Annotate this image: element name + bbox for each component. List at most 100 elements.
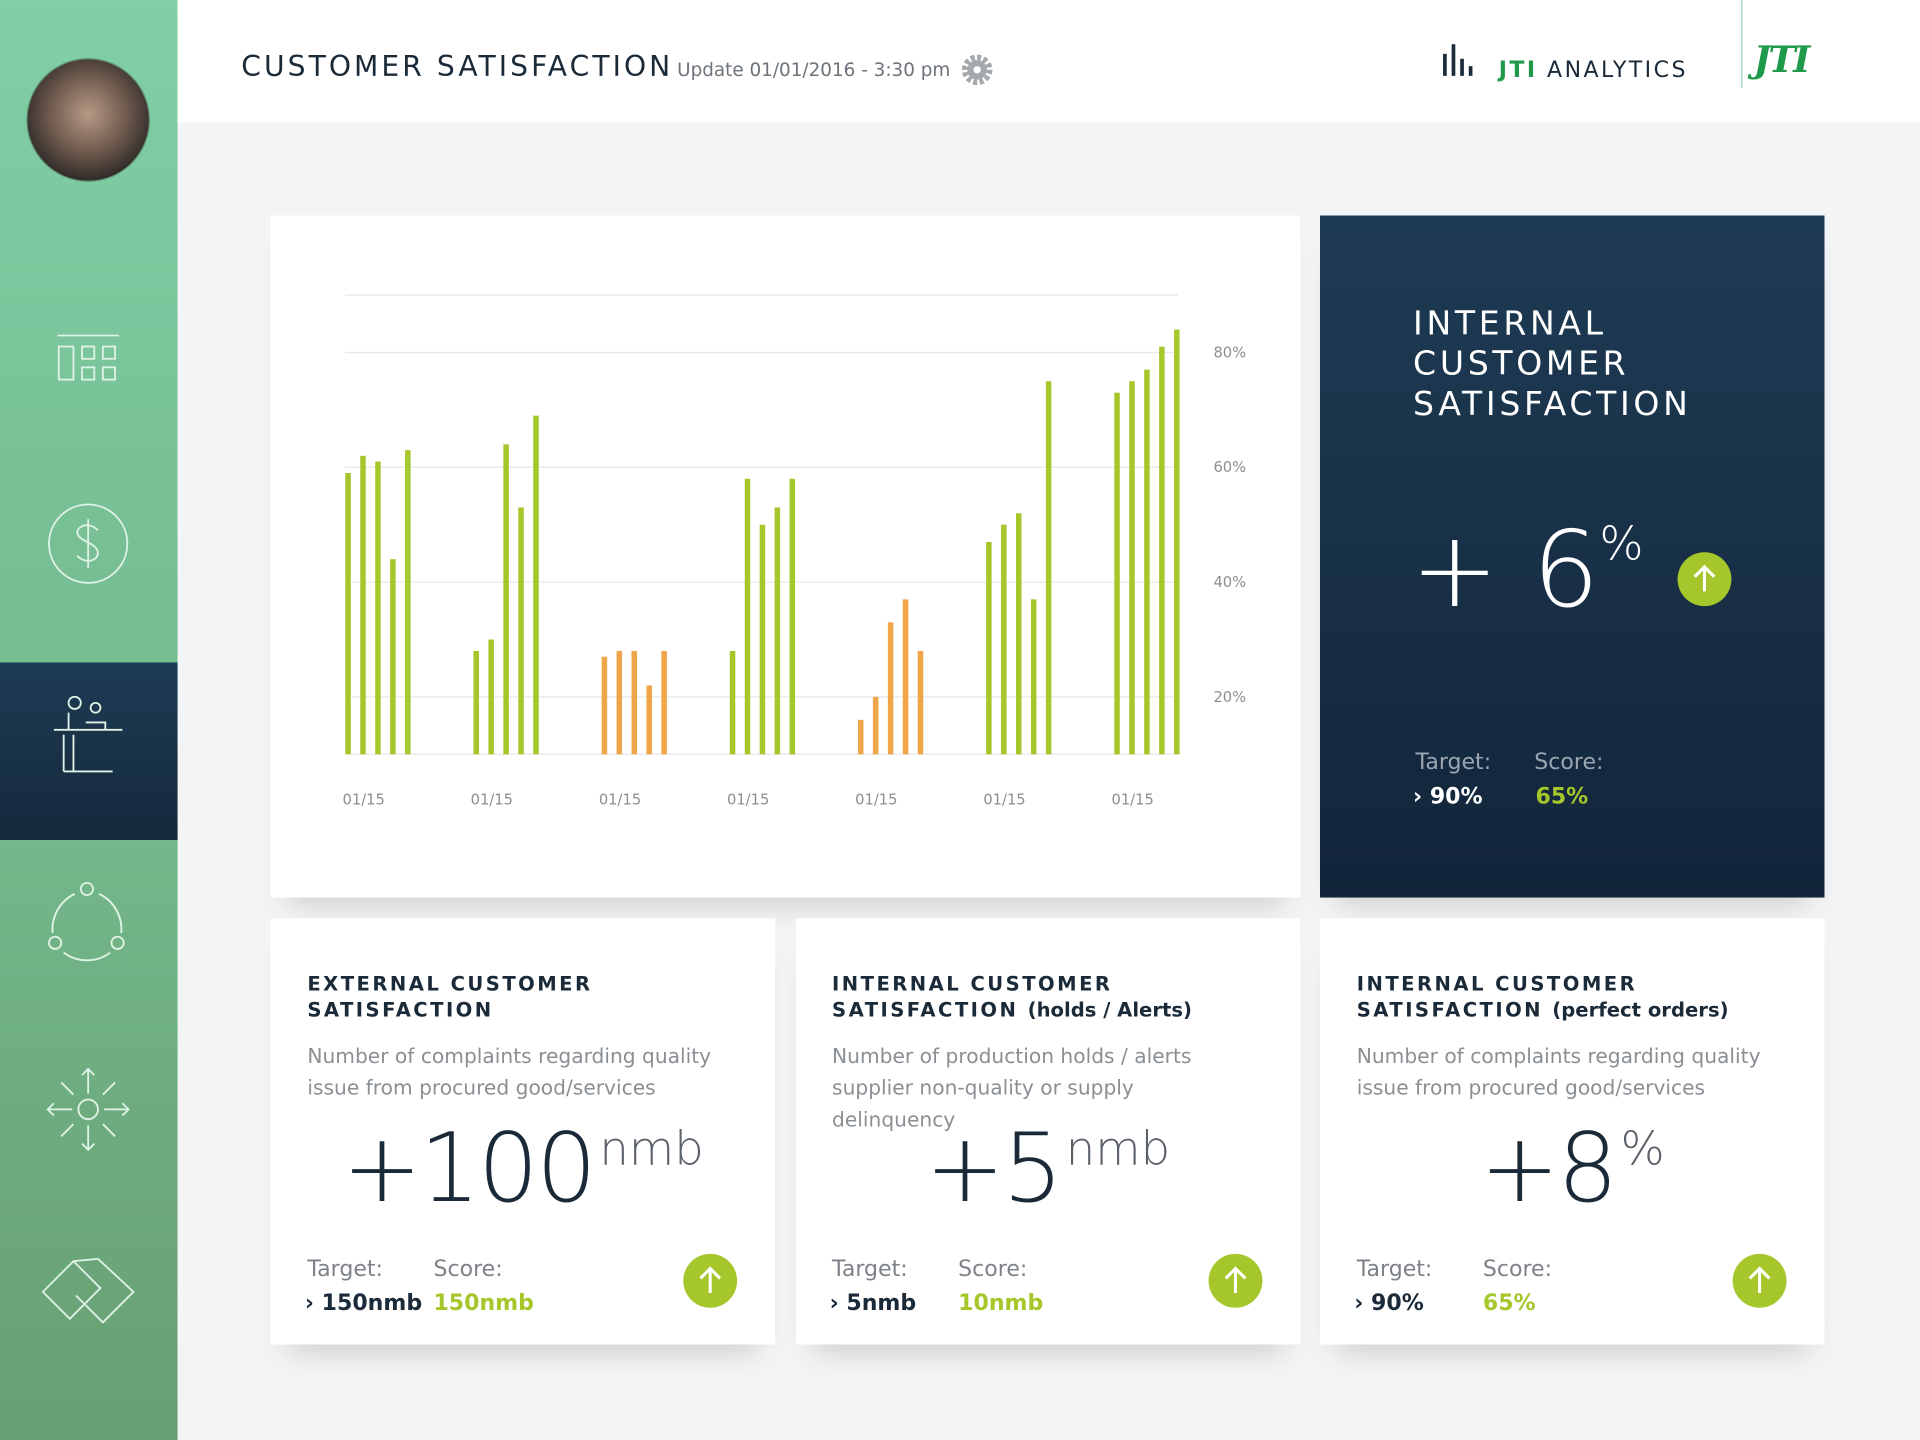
bar	[488, 639, 494, 755]
target-label: Target:	[832, 1256, 908, 1283]
nav-customer[interactable]	[53, 695, 123, 773]
highlight-unit: %	[1599, 516, 1644, 571]
nav-expand[interactable]	[46, 1067, 130, 1152]
card-title-text: INTERNAL CUSTOMER SATISFACTION	[1356, 972, 1638, 1022]
nav-cycle[interactable]	[48, 881, 125, 962]
target-label: Target:	[307, 1256, 383, 1283]
target: › 150nmb	[304, 1290, 423, 1317]
score-value: 65%	[1482, 1290, 1536, 1317]
bar	[857, 719, 864, 755]
bar	[533, 415, 539, 755]
bar	[503, 444, 509, 755]
bar	[872, 696, 879, 755]
bar	[887, 622, 894, 755]
card-title-text: INTERNAL CUSTOMER SATISFACTION	[832, 972, 1113, 1022]
y-tick-label: 60%	[1213, 459, 1246, 476]
logo: JTI	[1753, 39, 1810, 83]
bar	[744, 478, 751, 755]
card-number: +5	[924, 1114, 1063, 1225]
target-label: Target:	[1415, 749, 1492, 776]
card-value: +8%	[1320, 1114, 1824, 1224]
x-tick-label: 01/15	[727, 791, 769, 808]
card-description: Number of production holds / alerts supp…	[832, 1044, 1192, 1132]
card-number: +8	[1479, 1114, 1618, 1225]
bar	[473, 650, 479, 755]
score-value: 150nmb	[433, 1290, 534, 1317]
bar	[345, 473, 351, 755]
card-title-text: EXTERNAL CUSTOMER SATISFACTION	[307, 972, 593, 1022]
card-title: INTERNAL CUSTOMER SATISFACTION (holds / …	[832, 971, 1236, 1022]
kpi-card: INTERNAL CUSTOMER SATISFACTION (perfect …	[1320, 918, 1825, 1345]
target-value: 90%	[1429, 783, 1483, 810]
card-number: +100	[341, 1114, 597, 1225]
chart: 20% 40% 60% 80% 01/15 01/15 01/15 01/15 01/15 01/…	[343, 294, 1246, 808]
card-description: Number of complaints regarding quality i…	[307, 1044, 712, 1100]
avatar[interactable]	[26, 58, 151, 182]
sidebar-icons	[26, 58, 151, 1324]
bar	[405, 450, 411, 755]
bar	[646, 685, 652, 755]
bar	[1001, 524, 1007, 755]
score-label: Score:	[1534, 749, 1604, 776]
score-value: 65%	[1535, 783, 1589, 810]
bar	[759, 524, 766, 755]
bar	[1174, 329, 1180, 755]
sidebar-active-item[interactable]	[0, 662, 178, 841]
bar	[1030, 599, 1037, 755]
card-unit: %	[1620, 1121, 1665, 1176]
nav-finance[interactable]	[48, 503, 129, 584]
bar	[902, 599, 909, 755]
page-title: CUSTOMER SATISFACTION	[241, 51, 674, 84]
target-value: 150nmb	[321, 1290, 423, 1317]
bar	[390, 559, 396, 755]
analytics-icon	[1443, 44, 1473, 76]
nav-partners[interactable]	[41, 1257, 135, 1324]
score-label: Score:	[958, 1256, 1028, 1283]
y-tick-label: 20%	[1213, 689, 1246, 706]
card-unit: nmb	[1065, 1121, 1171, 1176]
target: › 90%	[1354, 1290, 1424, 1317]
bar	[986, 541, 992, 755]
kpi-card: EXTERNAL CUSTOMER SATISFACTION Number of …	[270, 918, 776, 1345]
settings-icon[interactable]	[955, 49, 999, 93]
bar	[375, 461, 381, 755]
highlight-value: + 6%	[1411, 509, 1644, 631]
x-tick-label: 01/15	[471, 791, 513, 808]
x-tick-label: 01/15	[855, 791, 897, 808]
bar	[1159, 346, 1165, 755]
bar	[1114, 392, 1120, 755]
bar	[616, 650, 623, 755]
score-label: Score:	[433, 1256, 503, 1283]
card-title-note: (perfect orders)	[1552, 997, 1729, 1022]
highlight-number: + 6	[1410, 509, 1600, 632]
bar	[774, 507, 781, 755]
divider	[1741, 0, 1743, 89]
card-title-note: (holds / Alerts)	[1027, 997, 1192, 1022]
kpi-card: INTERNAL CUSTOMER SATISFACTION (holds / …	[795, 918, 1300, 1345]
bar	[661, 650, 667, 755]
trend-up-icon	[683, 1253, 738, 1308]
score-value: 10nmb	[958, 1290, 1044, 1317]
bar	[1045, 381, 1052, 755]
chart-card: 20% 40% 60% 80% 01/15 01/15 01/15 01/15 01/15 01/…	[270, 215, 1301, 898]
update-time: Update 01/01/2016 - 3:30 pm	[677, 58, 951, 81]
header	[177, 0, 1920, 123]
highlight-card: INTERNAL CUSTOMER SATISFACTION + 6% Targ…	[1320, 215, 1825, 898]
brand-suffix: ANALYTICS	[1547, 57, 1688, 84]
highlight-title: INTERNAL CUSTOMER SATISFACTION	[1413, 304, 1692, 424]
score-label: Score:	[1482, 1256, 1553, 1283]
target-label: Target:	[1356, 1256, 1433, 1283]
nav-dashboard[interactable]	[57, 334, 119, 381]
trend-up-icon	[1207, 1253, 1262, 1308]
trend-up-icon	[1677, 552, 1732, 607]
card-unit: nmb	[599, 1121, 704, 1176]
target-value: 90%	[1371, 1290, 1424, 1317]
y-tick-label: 40%	[1213, 574, 1246, 591]
bar	[729, 650, 736, 755]
x-tick-label: 01/15	[343, 791, 385, 808]
target-value: 5nmb	[846, 1290, 917, 1317]
y-tick-label: 80%	[1213, 344, 1246, 361]
brand: JTI ANALYTICS	[1499, 58, 1688, 84]
